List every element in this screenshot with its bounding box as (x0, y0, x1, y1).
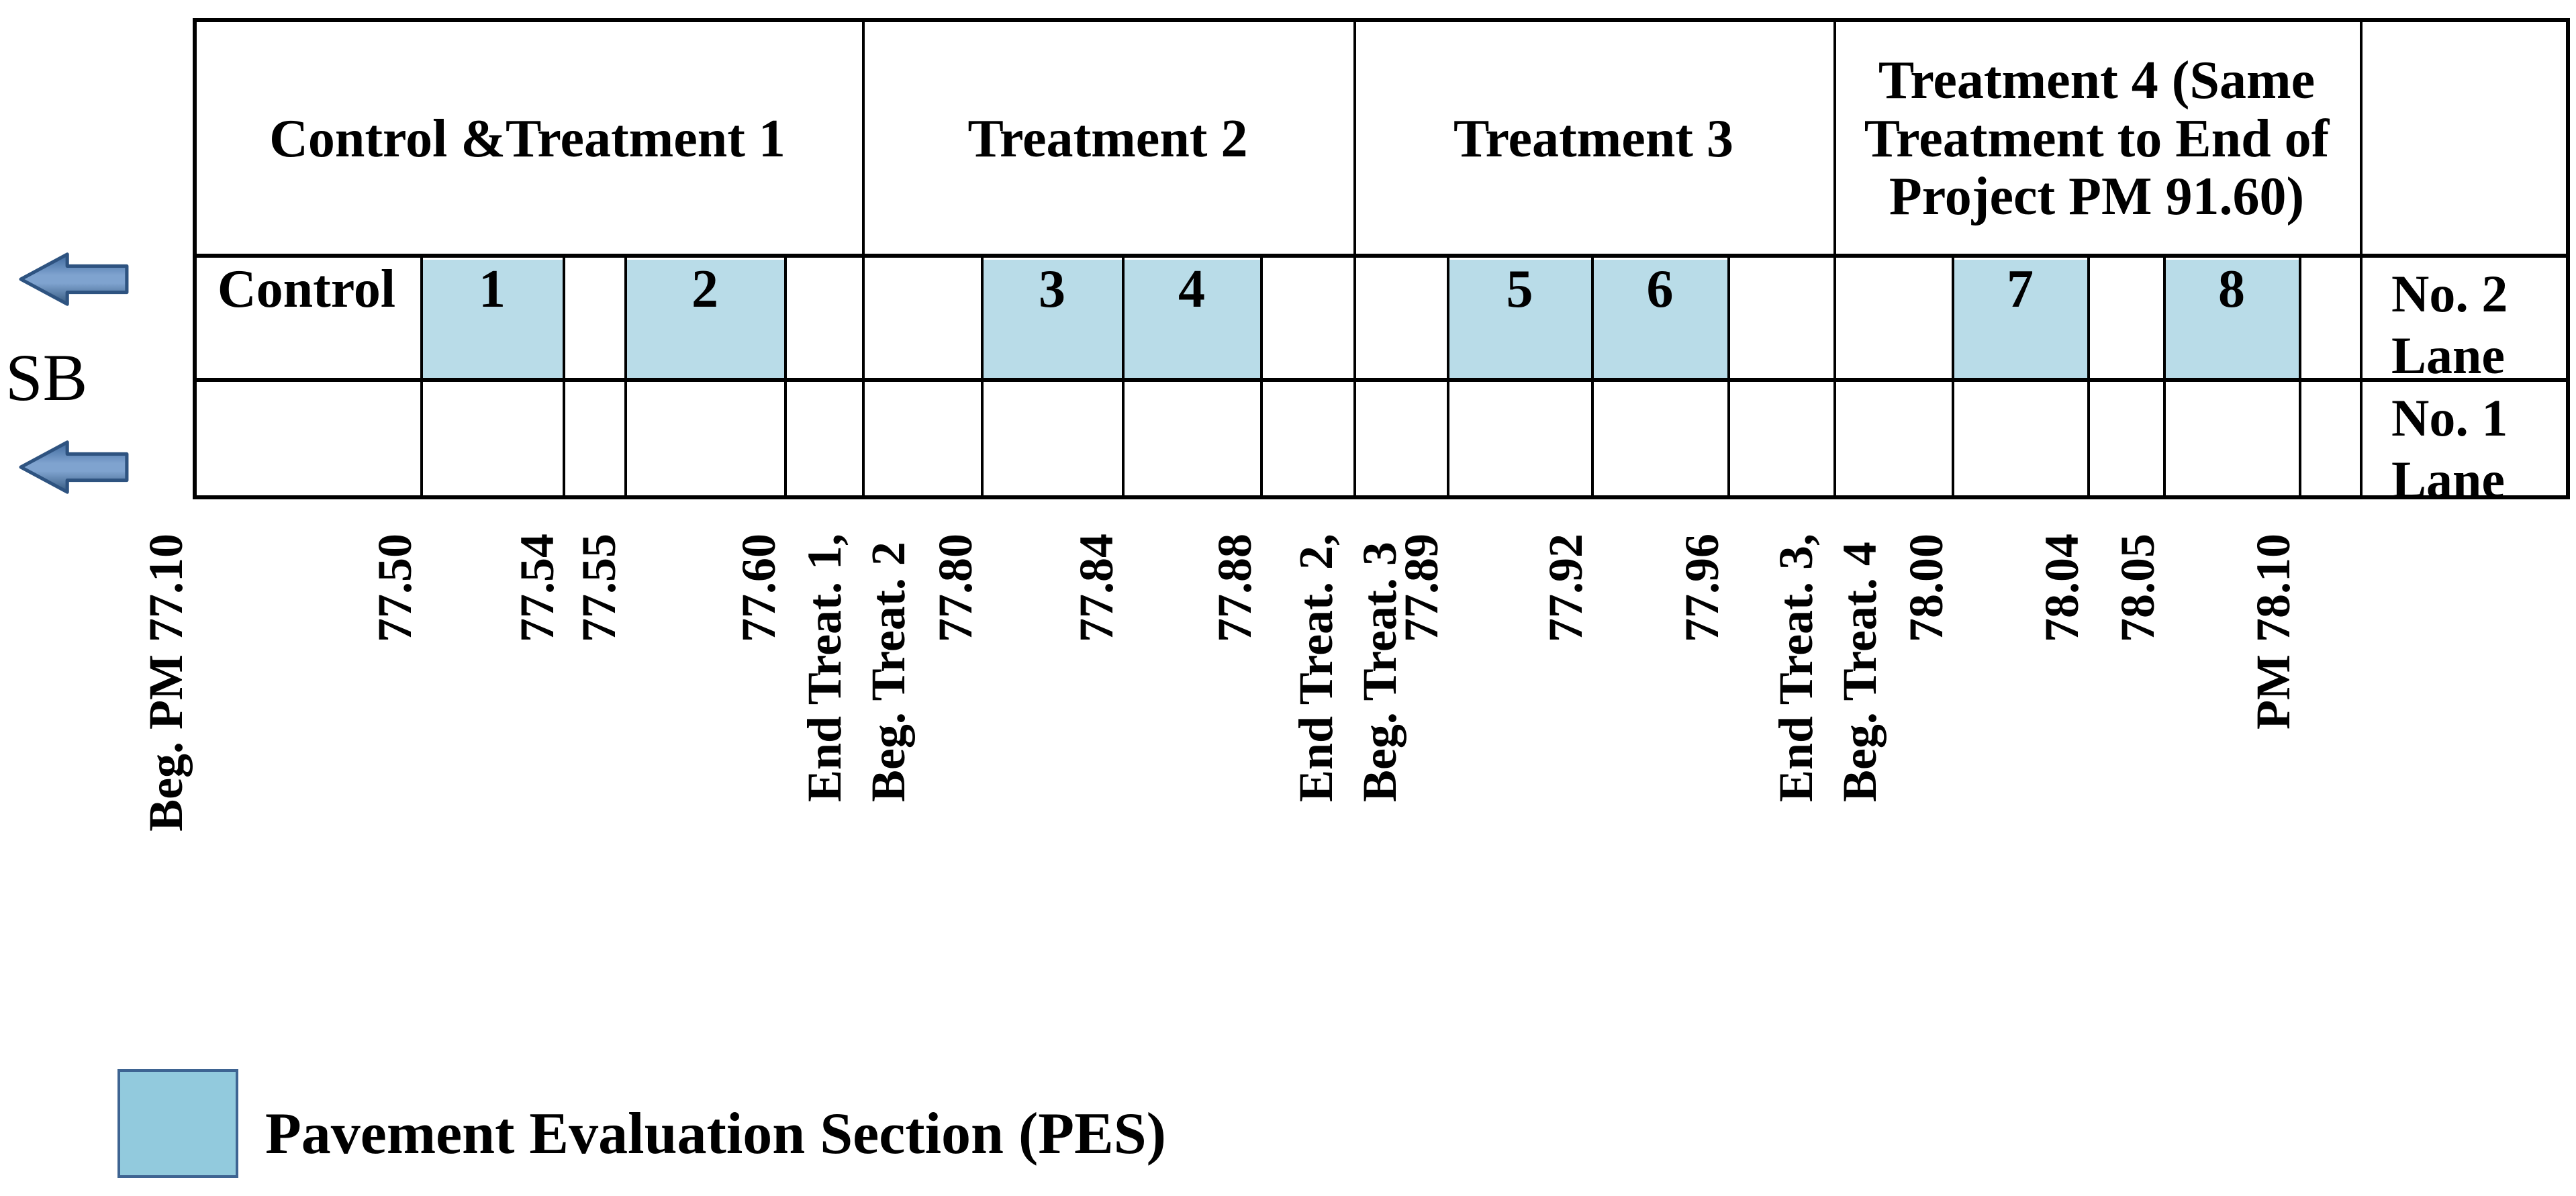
pes-number-6: 6 (1646, 260, 1674, 319)
milepost-label: PM 78.10 (2246, 534, 2300, 730)
pes-cell-1 (422, 260, 564, 380)
header-treatment2: Treatment 2 (967, 109, 1248, 168)
milepost-label: Beg. PM 77.10 (139, 534, 193, 832)
pes-number-8: 8 (2218, 260, 2245, 319)
milepost-label: 77.92 (1539, 534, 1592, 642)
left-arrow-icon (19, 440, 129, 494)
grid-line (1727, 256, 1730, 499)
milepost-label: End Treat. 1, Beg. Treat. 2 (798, 534, 915, 803)
pes-cell-8 (2164, 260, 2300, 380)
grid-line (1353, 256, 1356, 499)
grid-line (1447, 256, 1449, 499)
pes-cell-3 (982, 260, 1123, 380)
milepost-label: 77.88 (1208, 534, 1261, 642)
grid-line (1833, 256, 1836, 499)
grid-line (193, 378, 2570, 382)
milepost-label: 78.05 (2111, 534, 2164, 642)
left-arrow-icon (19, 252, 129, 306)
grid-line (1833, 18, 1836, 256)
header-treatment4: Treatment 4 (Same Treatment to End of Pr… (1864, 51, 2330, 227)
pes-number-7: 7 (2007, 260, 2034, 319)
pes-number-3: 3 (1039, 260, 1065, 319)
grid-line (2163, 256, 2166, 499)
pes-number-5: 5 (1506, 260, 1533, 319)
grid-line (563, 256, 565, 499)
milepost-label: 77.55 (572, 534, 626, 642)
pes-cell-2 (626, 260, 785, 380)
control-cell-label: Control (217, 260, 396, 319)
milepost-label: 77.54 (510, 534, 564, 642)
grid-line (1353, 18, 1356, 256)
milepost-label: 77.96 (1675, 534, 1729, 642)
milepost-label: End Treat. 3, Beg. Treat. 4 (1769, 534, 1887, 803)
pes-number-4: 4 (1178, 260, 1205, 319)
grid-line (2360, 18, 2363, 256)
grid-line (1591, 256, 1594, 499)
milepost-label: 78.04 (2035, 534, 2089, 642)
header-treatment3: Treatment 3 (1453, 109, 1733, 168)
grid-line (784, 256, 787, 499)
grid-line (2299, 256, 2301, 499)
grid-line (2360, 256, 2363, 499)
pes-cell-5 (1448, 260, 1592, 380)
pes-legend-label: Pavement Evaluation Section (PES) (265, 1101, 1166, 1166)
milepost-label: 77.89 (1394, 534, 1448, 642)
grid-line (1952, 256, 1954, 499)
grid-line (981, 256, 984, 499)
pes-number-1: 1 (479, 260, 506, 319)
grid-line (420, 256, 423, 499)
direction-label: SB (5, 340, 88, 415)
lane-label-no2: No. 2 Lane (2391, 264, 2508, 385)
header-control-treatment1: Control &Treatment 1 (269, 109, 785, 168)
grid-line (1122, 256, 1125, 499)
lane-label-no1: No. 1 Lane (2391, 389, 2508, 509)
grid-line (1260, 256, 1263, 499)
grid-line (193, 254, 2570, 258)
pes-cell-4 (1123, 260, 1261, 380)
pes-number-2: 2 (691, 260, 718, 319)
milepost-label: 77.84 (1069, 534, 1123, 642)
milepost-label: 77.50 (368, 534, 422, 642)
milepost-label: 77.80 (928, 534, 982, 642)
layout-table-frame (193, 18, 2570, 499)
grid-line (2087, 256, 2090, 499)
milepost-label: 78.00 (1899, 534, 1953, 642)
milepost-label: 77.60 (732, 534, 785, 642)
grid-line (862, 256, 865, 499)
pes-legend-swatch (117, 1069, 238, 1178)
pes-cell-7 (1953, 260, 2089, 380)
grid-line (862, 18, 865, 256)
grid-line (624, 256, 627, 499)
pes-cell-6 (1592, 260, 1729, 380)
